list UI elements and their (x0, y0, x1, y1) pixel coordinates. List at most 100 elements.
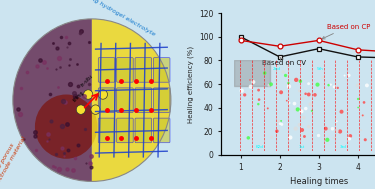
Point (268, 83, 274, 86)
Point (265, 107, 271, 110)
Text: 2nd: 2nd (273, 67, 281, 70)
Point (298, 110, 304, 113)
Point (293, 78, 299, 81)
Point (284, 99, 290, 102)
Circle shape (98, 90, 108, 99)
Point (315, 134, 321, 137)
Point (273, 78, 279, 81)
Point (364, 84, 370, 87)
Point (355, 98, 361, 101)
Point (297, 80, 303, 83)
Point (292, 108, 298, 111)
FancyBboxPatch shape (98, 58, 115, 82)
Text: K2d: K2d (256, 145, 264, 149)
Circle shape (35, 94, 98, 159)
Point (295, 108, 301, 111)
Point (355, 106, 361, 109)
Wedge shape (13, 19, 92, 181)
Wedge shape (92, 19, 171, 181)
Point (248, 85, 254, 88)
Point (286, 101, 292, 105)
Point (342, 74, 348, 77)
Point (291, 102, 297, 105)
Y-axis label: Healing efficiency (%): Healing efficiency (%) (187, 46, 194, 123)
Point (286, 85, 292, 88)
X-axis label: Healing times: Healing times (290, 177, 348, 186)
Point (245, 136, 251, 139)
Point (335, 86, 341, 89)
FancyBboxPatch shape (117, 118, 133, 143)
FancyBboxPatch shape (117, 58, 133, 82)
Point (360, 114, 366, 117)
Point (320, 76, 326, 79)
Point (300, 97, 306, 100)
Point (285, 82, 291, 85)
Point (306, 125, 312, 128)
FancyBboxPatch shape (98, 118, 115, 143)
Circle shape (76, 105, 86, 114)
FancyBboxPatch shape (153, 58, 170, 82)
Text: 1st: 1st (298, 145, 304, 149)
Text: Based on CP: Based on CP (322, 24, 370, 39)
Point (312, 93, 318, 96)
Point (282, 74, 288, 77)
Point (262, 72, 268, 75)
Text: 3-D porous
electrode material: 3-D porous electrode material (0, 133, 27, 188)
Circle shape (84, 90, 93, 99)
Point (308, 103, 314, 106)
Point (347, 134, 353, 137)
FancyBboxPatch shape (153, 118, 170, 143)
FancyBboxPatch shape (117, 88, 133, 112)
Point (333, 120, 339, 123)
Point (256, 98, 262, 101)
Point (355, 84, 361, 87)
Point (268, 136, 274, 139)
Point (326, 127, 332, 130)
Point (306, 93, 312, 96)
Point (323, 127, 329, 130)
Point (303, 107, 309, 110)
Point (297, 123, 303, 126)
Point (324, 138, 330, 141)
Point (303, 92, 309, 95)
Point (251, 81, 257, 84)
FancyBboxPatch shape (98, 88, 115, 112)
Point (287, 136, 293, 139)
FancyBboxPatch shape (153, 88, 170, 112)
Point (292, 127, 298, 130)
Point (315, 83, 321, 86)
Point (334, 129, 340, 132)
Point (297, 89, 303, 92)
Point (326, 84, 332, 87)
Text: 5th: 5th (316, 67, 323, 70)
Point (302, 135, 307, 138)
Point (298, 109, 304, 112)
Point (358, 129, 364, 132)
Point (248, 127, 254, 130)
Point (277, 122, 283, 125)
Point (328, 83, 334, 86)
Point (247, 78, 253, 81)
Point (279, 123, 285, 126)
Point (361, 101, 367, 104)
Point (360, 114, 366, 117)
Point (301, 116, 307, 119)
Point (362, 138, 368, 141)
Point (256, 89, 262, 92)
Point (274, 130, 280, 133)
Point (266, 84, 272, 87)
Point (331, 136, 337, 139)
FancyBboxPatch shape (135, 58, 152, 82)
Point (280, 70, 286, 73)
Text: filling: filling (72, 90, 86, 103)
Point (346, 74, 352, 77)
Point (331, 85, 337, 88)
Point (306, 82, 312, 85)
Point (242, 93, 248, 96)
FancyBboxPatch shape (135, 118, 152, 143)
Point (278, 91, 284, 94)
Point (337, 130, 343, 133)
Point (299, 129, 305, 132)
Circle shape (91, 105, 100, 114)
Point (276, 120, 282, 123)
